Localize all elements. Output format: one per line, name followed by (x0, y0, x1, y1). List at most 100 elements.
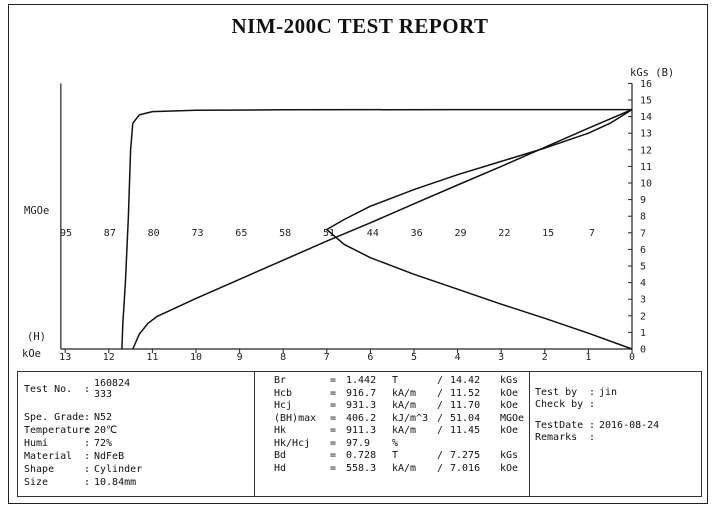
y-tick-label: 16 (640, 79, 652, 90)
sample-field-key: Shape (24, 464, 55, 475)
x-tick-label: 12 (103, 352, 115, 363)
operator-field-key: Remarks (535, 432, 578, 443)
x-tick-label: 5 (411, 352, 417, 363)
x-tick-label: 7 (324, 352, 330, 363)
energy-tick-label: 44 (367, 228, 379, 239)
x-tick-label: 8 (280, 352, 286, 363)
energy-tick-label: 36 (411, 228, 423, 239)
x-tick-label: 10 (190, 352, 202, 363)
y-tick-label: 7 (640, 228, 646, 239)
y-tick-label: 8 (640, 212, 646, 223)
energy-tick-label: 87 (104, 228, 116, 239)
result-key: Hcb (274, 387, 293, 399)
sample-field-key: Size (24, 477, 49, 488)
result-value-si: 916.7 (346, 387, 377, 399)
result-eq: = (330, 375, 337, 386)
operator-field-colon: : (589, 432, 596, 443)
result-unit-si: T (392, 450, 399, 461)
x-tick-label: 9 (237, 352, 243, 363)
sample-field-colon: : (84, 477, 91, 488)
energy-tick-label: 95 (60, 228, 72, 239)
result-key: Hcj (274, 400, 293, 411)
report-sheet (8, 4, 708, 504)
sample-field-value: 20℃ (94, 425, 118, 436)
operator-field-colon: : (589, 420, 596, 431)
result-slash: / (437, 412, 444, 424)
result-unit-si: % (392, 437, 399, 449)
y-tick-label: 5 (640, 262, 646, 273)
x-tick-label: 11 (146, 352, 158, 363)
curves (121, 108, 633, 350)
energy-axis-ticks: 95 87 80 73 65 58 51 44 36 29 22 15 7 (60, 228, 595, 239)
result-unit-cgs: kGs (500, 450, 519, 461)
x-tick-label: 2 (542, 352, 548, 363)
sample-info-column: Test No.:160824 333 Spe. Grade: N52 Temperat… (18, 372, 255, 496)
result-unit-si: kA/m (392, 387, 417, 399)
results-panel: Test No.:160824 333 Spe. Grade: N52 Temperat… (17, 371, 702, 497)
result-slash: / (437, 387, 444, 399)
operator-field-key: Check by (535, 399, 584, 410)
result-value-si: 1.442 (346, 375, 377, 386)
x-tick-label: 6 (367, 352, 373, 363)
sample-field-key: Spe. Grade (24, 412, 85, 423)
sample-field-value: 72% (94, 438, 113, 449)
operator-field-key: TestDate (535, 420, 584, 431)
result-unit-cgs: kOe (500, 462, 519, 474)
sample-field-value: Cylinder (94, 464, 143, 475)
sample-field-colon: : (84, 464, 91, 475)
result-unit-cgs: kOe (500, 387, 519, 399)
result-value-si: 406.2 (346, 412, 377, 424)
sample-field-value-2: 333 (94, 389, 113, 400)
y-tick-label: 15 (640, 96, 652, 107)
result-value-si: 97.9 (346, 437, 371, 449)
hysteresis-chart: 13 12 11 10 9 8 7 6 5 4 3 2 1 0 012345678910111213141… (22, 67, 674, 363)
x-tick-label: 1 (585, 352, 591, 363)
x-tick-label: 0 (629, 352, 635, 363)
energy-tick-label: 22 (498, 228, 510, 239)
operator-info-column: Test by: jin Check by: TestDate:2016-08-24 R… (529, 372, 703, 496)
result-unit-cgs: kOe (500, 425, 519, 436)
corner-label: (H) (27, 331, 46, 343)
energy-axis-label: MGOe (24, 205, 49, 217)
energy-tick-label: 80 (148, 228, 160, 239)
result-eq: = (330, 425, 337, 436)
y-tick-label: 6 (640, 245, 646, 256)
chart-frame (60, 83, 633, 350)
y-axis-label: kGs (B) (630, 67, 674, 79)
sample-field-colon: : (84, 384, 91, 395)
result-eq: = (330, 462, 337, 474)
y-tick-label: 0 (640, 345, 646, 356)
result-unit-cgs: kGs (500, 375, 519, 386)
curve-line-1 (121, 108, 632, 350)
result-slash: / (437, 450, 444, 461)
result-unit-si: kA/m (392, 462, 417, 474)
operator-field-colon: : (589, 387, 596, 398)
result-value-cgs: 11.70 (450, 400, 481, 411)
operator-field-value: 2016-08-24 (599, 420, 660, 431)
energy-tick-label: 73 (191, 228, 203, 239)
x-axis-ticks: 13 12 11 10 9 8 7 6 5 4 3 2 1 0 (59, 349, 635, 363)
result-key: Hd (274, 462, 287, 474)
y-tick-label: 4 (640, 278, 646, 289)
curve-line-2 (132, 108, 633, 350)
result-slash: / (437, 462, 444, 474)
y-tick-label: 12 (640, 145, 652, 156)
curve-line-3 (326, 108, 633, 350)
y-tick-label: 1 (640, 328, 646, 339)
y-tick-label: 14 (640, 112, 652, 123)
result-key: (BH)max (274, 412, 317, 424)
result-unit-si: kJ/m^3 (392, 412, 429, 424)
energy-tick-label: 15 (542, 228, 554, 239)
y-tick-label: 10 (640, 179, 652, 190)
result-key: Br (274, 375, 287, 386)
result-eq: = (330, 400, 337, 411)
x-axis-label: kOe (22, 348, 41, 360)
result-slash: / (437, 375, 444, 386)
result-slash: / (437, 400, 444, 411)
result-value-si: 558.3 (346, 462, 377, 474)
result-value-cgs: 7.275 (450, 450, 481, 461)
result-value-cgs: 11.52 (450, 387, 481, 399)
sample-field-key: Material (24, 451, 73, 462)
y-tick-label: 13 (640, 129, 652, 140)
